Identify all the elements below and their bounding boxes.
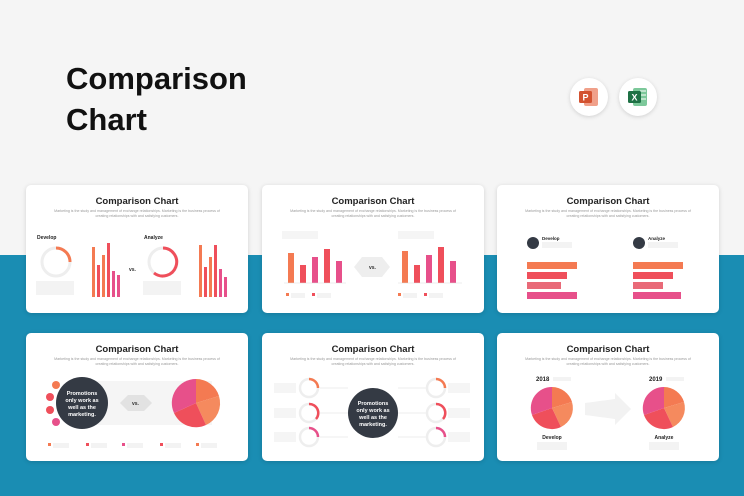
vs-label: vs. [369,265,377,271]
slide-thumbnail-1[interactable]: Comparison Chart Marketing is the study … [26,185,248,313]
slide-thumbnail-3[interactable]: Comparison Chart Marketing is the study … [497,185,719,313]
slide-title: Comparison Chart [566,196,650,207]
slide-title: Comparison Chart [566,344,650,355]
develop-label: Develop [542,236,560,241]
analyze-label: Analyze [648,236,666,241]
slide3-graphics: Develop Analyze [527,236,683,299]
develop-label: Develop [37,235,56,241]
slide-title: Comparison Chart [95,196,179,207]
center-text-line1: Promotions [358,401,389,407]
page-title-line1: Comparison [66,61,247,96]
slide-title: Comparison Chart [95,344,179,355]
slide-subtitle: Marketing is the study and management of… [525,209,691,218]
year-2018-label: 2018 [536,377,550,383]
vs-label: vs. [129,267,137,273]
center-text-line3: well as the [67,405,96,411]
slide-title: Comparison Chart [331,196,415,207]
center-text-line1: Promotions [67,391,98,397]
page-title-line2: Chart [66,102,147,137]
slide-thumbnail-4[interactable]: Comparison Chart Marketing is the study … [26,333,248,461]
center-text-line4: marketing. [68,412,96,418]
slide-title: Comparison Chart [331,344,415,355]
slide-subtitle: Marketing is the study and management of… [525,357,691,366]
center-text-line3: well as the [358,415,387,421]
svg-text:P: P [582,93,588,103]
page-title: Comparison Chart [66,58,247,140]
slide-subtitle: Marketing is the study and management of… [290,357,456,366]
excel-icon[interactable]: X [619,78,657,116]
vs-label: vs. [132,401,140,407]
analyze-label: Analyze [144,235,163,241]
slide-thumbnail-6[interactable]: Comparison Chart Marketing is the study … [497,333,719,461]
slide2-graphics: vs. [282,231,462,298]
svg-text:X: X [631,93,637,103]
center-text-line2: only work as [65,398,98,404]
slide6-graphics: 2018 2019 Develop Analyze [530,377,685,450]
slide4-graphics: Promotions only work as well as the mark… [46,377,221,448]
slide-subtitle: Marketing is the study and management of… [54,209,220,218]
slide-subtitle: Marketing is the study and management of… [290,209,456,218]
slide5-graphics: Promotions only work as well as the mark… [274,377,470,448]
slide-thumbnail-2[interactable]: Comparison Chart Marketing is the study … [262,185,484,313]
year-2019-label: 2019 [649,377,663,383]
slide-subtitle: Marketing is the study and management of… [54,357,220,366]
slide1-graphics: Develop vs. Analyze [36,235,227,297]
powerpoint-icon[interactable]: P [570,78,608,116]
center-text-line4: marketing. [359,422,387,428]
analyze-label: Analyze [655,435,674,441]
slide-thumbnail-5[interactable]: Comparison Chart Marketing is the study … [262,333,484,461]
center-text-line2: only work as [356,408,389,414]
develop-label: Develop [542,435,561,441]
